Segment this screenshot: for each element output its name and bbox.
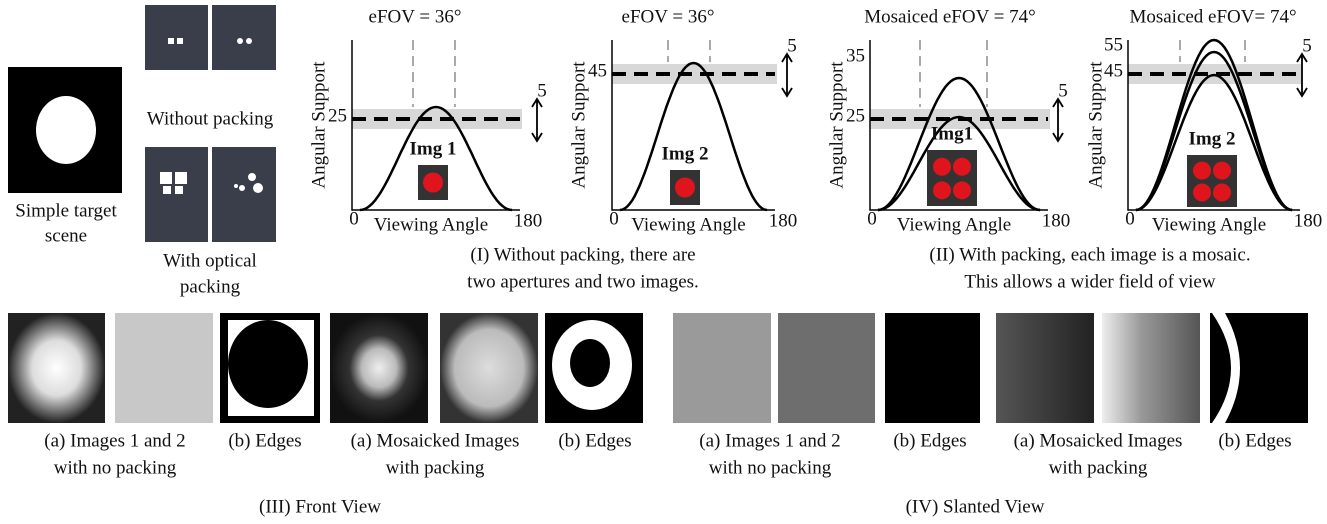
x-axis-label: Viewing Angle [631, 214, 745, 235]
group-caption: (I) Without packing, there are [470, 244, 695, 265]
inset-image [927, 150, 977, 206]
plot-title: eFOV = 36° [622, 6, 715, 27]
delta-arrow [1053, 99, 1063, 141]
image-caption: (a) Mosaicked Images [1014, 430, 1183, 451]
delta-arrow [532, 99, 542, 141]
image-caption: with packing [386, 457, 485, 478]
target-caption: scene [45, 225, 87, 246]
inset-label: Img 2 [662, 143, 709, 164]
image-caption: (a) Mosaicked Images [351, 430, 520, 451]
y-axis-label: Angular Support [308, 61, 329, 189]
inset-label: Img 1 [410, 138, 457, 159]
inset-mark [1213, 162, 1231, 180]
y-tick-label: 45 [588, 60, 607, 81]
inset-mark [1213, 183, 1231, 201]
x-tick-label: 0 [349, 208, 359, 229]
image-caption: with packing [1049, 457, 1148, 478]
x-tick-label: 180 [1294, 210, 1323, 231]
group-caption: (II) With packing, each image is a mosai… [929, 244, 1250, 265]
inset-mark [933, 158, 951, 176]
delta-label: 5 [1058, 80, 1068, 101]
target-caption: Simple target [15, 200, 117, 221]
plot-title: Mosaiced eFOV = 74° [864, 6, 1036, 27]
image-caption: (b) Edges [893, 430, 966, 451]
x-tick-label: 180 [514, 210, 543, 231]
inset-mark [675, 178, 695, 198]
plot-title: Mosaiced eFOV= 74° [1129, 6, 1296, 27]
y-tick-label: 25 [846, 105, 865, 126]
y-tick-label: 45 [1104, 60, 1123, 81]
inset-image [1187, 155, 1237, 207]
y-tick-label: 25 [328, 105, 347, 126]
group-caption: two apertures and two images. [467, 271, 699, 292]
inset-mark [933, 181, 951, 199]
x-tick-label: 180 [769, 210, 798, 231]
group-caption: This allows a wider field of view [964, 271, 1215, 292]
x-tick-label: 180 [1042, 210, 1071, 231]
image-caption: with no packing [709, 457, 832, 478]
y-tick-label: 35 [846, 45, 865, 66]
inset-mark [953, 158, 971, 176]
image-caption: (a) Images 1 and 2 [699, 430, 840, 451]
image-caption: (b) Edges [1218, 430, 1291, 451]
x-tick-label: 0 [609, 208, 619, 229]
image-caption: with no packing [54, 457, 177, 478]
section-label: (III) Front View [259, 496, 381, 517]
photo-caption: With optical [163, 250, 257, 271]
x-axis-label: Viewing Angle [1152, 214, 1266, 235]
inset-label: Img 2 [1189, 128, 1236, 149]
figure: Simple target scene Without packing With… [0, 0, 1327, 524]
delta-label: 5 [1302, 35, 1312, 56]
y-axis-label: Angular Support [826, 61, 847, 189]
result-images [8, 313, 1308, 423]
photo-caption: packing [180, 276, 241, 297]
photo-caption: Without packing [147, 108, 274, 129]
inset-mark [953, 181, 971, 199]
x-tick-label: 0 [1125, 208, 1135, 229]
y-tick-label: 55 [1104, 34, 1123, 55]
plot-title: eFOV = 36° [369, 6, 462, 27]
section-label: (IV) Slanted View [906, 496, 1045, 517]
image-caption: (b) Edges [558, 430, 631, 451]
inset-mark [423, 173, 443, 193]
x-axis-label: Viewing Angle [374, 214, 488, 235]
target-disc [36, 96, 96, 164]
x-axis-label: Viewing Angle [897, 214, 1011, 235]
y-axis-label: Angular Support [568, 61, 589, 189]
delta-label: 5 [537, 80, 547, 101]
inset-label: Img1 [931, 123, 973, 144]
x-tick-label: 0 [867, 208, 877, 229]
inset-mark [1193, 183, 1211, 201]
delta-arrow [782, 54, 792, 96]
image-caption: (a) Images 1 and 2 [44, 430, 185, 451]
delta-label: 5 [787, 35, 797, 56]
inset-mark [1193, 162, 1211, 180]
image-caption: (b) Edges [228, 430, 301, 451]
